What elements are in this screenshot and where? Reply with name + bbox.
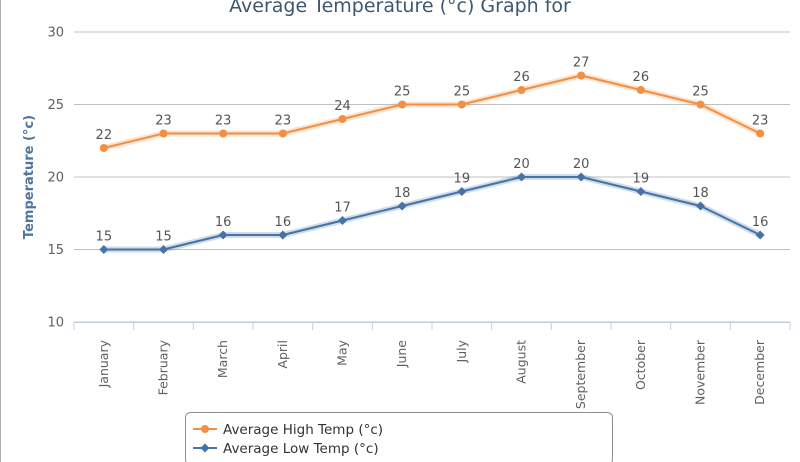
data-label: 18 xyxy=(692,186,709,201)
data-label: 23 xyxy=(215,114,232,129)
data-point[interactable] xyxy=(636,187,646,196)
data-label: 23 xyxy=(275,114,292,129)
chart-title: Average Temperature (°c) Graph for xyxy=(229,0,571,17)
data-point[interactable] xyxy=(636,86,645,94)
data-label: 20 xyxy=(573,157,590,172)
x-axis: January February March April May June July Augu… xyxy=(73,322,791,409)
x-tick-label: October xyxy=(633,339,648,390)
x-tick-label: August xyxy=(514,340,529,384)
data-label: 17 xyxy=(334,201,351,216)
series-line xyxy=(103,74,761,149)
data-label: 22 xyxy=(96,128,113,143)
legend-marker xyxy=(201,425,209,433)
data-point[interactable] xyxy=(397,201,407,211)
x-tick-label: February xyxy=(156,339,171,395)
data-label: 19 xyxy=(454,172,471,187)
y-tick-label: 25 xyxy=(47,98,64,113)
data-point[interactable] xyxy=(159,129,168,138)
data-point[interactable] xyxy=(338,115,347,123)
data-label: 18 xyxy=(394,186,411,201)
data-label: 16 xyxy=(275,215,292,230)
data-point[interactable] xyxy=(755,230,765,240)
series-line xyxy=(103,176,761,251)
data-label: 15 xyxy=(96,230,113,245)
legend-label: Average High Temp (°c) xyxy=(223,422,383,438)
data-label: 27 xyxy=(573,56,590,71)
data-point[interactable] xyxy=(576,172,586,182)
data-label: 25 xyxy=(692,85,709,100)
data-label: 25 xyxy=(394,85,411,100)
x-tick-label: September xyxy=(573,339,588,409)
x-tick-label: March xyxy=(215,340,230,378)
series-low: 15 15 16 16 17 18 19 20 20 19 18 16 xyxy=(96,157,769,254)
series-layer: 22 23 23 23 24 25 25 26 27 26 25 23 15 15 16 16 17 18 19 20… xyxy=(96,56,769,254)
y-tick-label: 30 xyxy=(47,26,64,41)
data-point[interactable] xyxy=(457,187,467,196)
data-point[interactable] xyxy=(457,100,466,109)
data-point[interactable] xyxy=(517,172,526,182)
legend-marker xyxy=(200,443,210,453)
data-point[interactable] xyxy=(219,129,228,138)
data-point[interactable] xyxy=(696,100,705,109)
data-label: 16 xyxy=(215,215,232,230)
data-label: 23 xyxy=(752,114,769,129)
data-point[interactable] xyxy=(99,245,109,254)
data-label: 20 xyxy=(513,157,530,172)
data-point[interactable] xyxy=(218,230,228,240)
data-point[interactable] xyxy=(577,71,586,80)
x-tick-label: November xyxy=(693,339,708,405)
x-tick-label: April xyxy=(275,340,290,369)
data-point[interactable] xyxy=(696,201,705,211)
y-axis-ticks: 10 15 20 25 30 xyxy=(47,26,64,331)
data-point[interactable] xyxy=(756,129,765,138)
y-tick-label: 20 xyxy=(47,171,64,186)
data-label: 26 xyxy=(633,70,650,85)
series-line-glow xyxy=(103,72,762,151)
data-point[interactable] xyxy=(338,216,347,225)
data-point[interactable] xyxy=(278,230,288,240)
y-tick-label: 10 xyxy=(47,316,64,331)
y-axis-label: Temperature (°c) xyxy=(22,115,37,239)
legend-item-high[interactable]: Average High Temp (°c) xyxy=(193,422,383,438)
series-line-glow xyxy=(103,174,762,253)
x-tick-label: December xyxy=(752,339,767,405)
x-tick-label: June xyxy=(394,340,409,369)
data-point[interactable] xyxy=(517,86,526,94)
data-label: 23 xyxy=(155,114,172,129)
data-label: 24 xyxy=(334,99,351,114)
data-point[interactable] xyxy=(398,100,407,109)
data-label: 19 xyxy=(633,172,650,187)
data-label: 15 xyxy=(155,230,172,245)
legend[interactable]: Average High Temp (°c) Average Low Temp (… xyxy=(185,412,613,462)
x-tick-label: January xyxy=(96,339,111,388)
x-tick-label: May xyxy=(335,339,350,365)
data-point[interactable] xyxy=(159,245,168,254)
x-tick-label: July xyxy=(454,339,469,363)
legend-item-low[interactable]: Average Low Temp (°c) xyxy=(193,441,379,457)
data-point[interactable] xyxy=(99,144,108,152)
data-label: 25 xyxy=(454,85,471,100)
legend-box xyxy=(185,412,613,462)
gridlines xyxy=(74,31,790,323)
data-label: 16 xyxy=(752,215,769,230)
data-point[interactable] xyxy=(278,129,287,138)
legend-label: Average Low Temp (°c) xyxy=(223,441,379,457)
data-label: 26 xyxy=(513,70,530,85)
series-high: 22 23 23 23 24 25 25 26 27 26 25 23 xyxy=(96,56,769,152)
y-tick-label: 15 xyxy=(47,243,64,258)
